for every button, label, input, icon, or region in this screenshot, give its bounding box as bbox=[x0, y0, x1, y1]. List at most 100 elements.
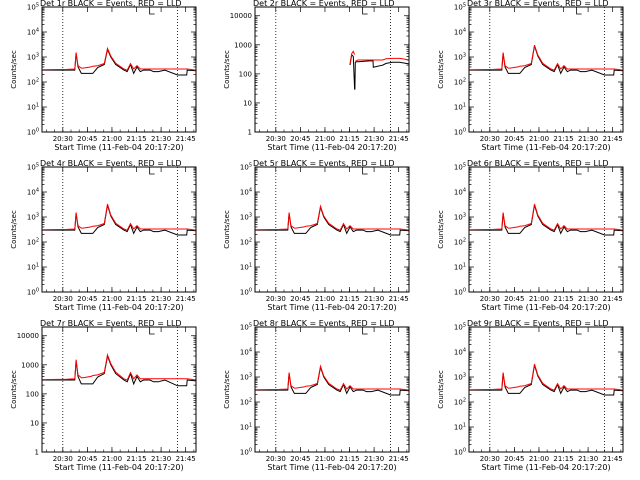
x-tick-label: 21:15 bbox=[339, 455, 359, 463]
y-tick-label: 1000 bbox=[21, 361, 39, 369]
x-tick-label: 21:45 bbox=[603, 455, 623, 463]
y-tick-label: 10 bbox=[243, 99, 252, 107]
y-tick-label: 103 bbox=[27, 213, 39, 222]
x-tick-label: 21:30 bbox=[578, 135, 598, 143]
events-series-line bbox=[42, 47, 197, 76]
x-tick-label: 20:30 bbox=[53, 455, 73, 463]
x-tick-label: 21:15 bbox=[126, 135, 146, 143]
y-tick-label: 105 bbox=[454, 3, 466, 12]
x-tick-label: 21:00 bbox=[315, 455, 335, 463]
x-tick-label: 21:00 bbox=[102, 455, 122, 463]
x-tick-label: 20:45 bbox=[77, 135, 97, 143]
interval-bracket-mark bbox=[576, 167, 582, 175]
y-tick-label: 100 bbox=[27, 128, 39, 137]
x-tick-label: 21:15 bbox=[339, 135, 359, 143]
y-axis-label: Counts/sec bbox=[437, 210, 445, 249]
y-tick-label: 1 bbox=[248, 129, 252, 137]
panel-title: Det 2r BLACK = Events, RED = LLD bbox=[253, 0, 395, 8]
x-tick-label: 21:15 bbox=[553, 455, 573, 463]
events-series-line bbox=[42, 354, 197, 387]
x-tick-label: 21:45 bbox=[389, 135, 409, 143]
x-tick-label: 21:30 bbox=[151, 135, 171, 143]
x-tick-label: 21:15 bbox=[126, 455, 146, 463]
y-axis-label: Counts/sec bbox=[223, 50, 231, 89]
plot-frame bbox=[254, 6, 410, 133]
y-axis-label: Counts/sec bbox=[223, 370, 231, 409]
y-tick-label: 102 bbox=[27, 238, 39, 247]
lld-series-line bbox=[41, 203, 197, 231]
x-axis-label: Start Time (11-Feb-04 20:17:20) bbox=[54, 463, 183, 472]
x-tick-label: 21:15 bbox=[126, 295, 146, 303]
y-tick-label: 105 bbox=[454, 163, 466, 172]
x-tick-label: 20:45 bbox=[290, 135, 310, 143]
y-tick-label: 100 bbox=[239, 70, 252, 78]
interval-bracket-mark bbox=[362, 327, 368, 335]
events-series-line bbox=[255, 206, 410, 236]
y-tick-label: 1 bbox=[35, 449, 39, 457]
y-axis-label: Counts/sec bbox=[437, 370, 445, 409]
x-tick-label: 21:15 bbox=[553, 295, 573, 303]
plot-frame bbox=[41, 326, 197, 453]
detector-panel-8: Det 8r BLACK = Events, RED = LLD 100 101 10… bbox=[223, 319, 410, 472]
panel-title: Det 5r BLACK = Events, RED = LLD bbox=[253, 159, 395, 168]
y-axis-label: Counts/sec bbox=[10, 210, 18, 249]
y-tick-label: 102 bbox=[454, 398, 466, 407]
x-tick-label: 20:45 bbox=[504, 295, 524, 303]
x-tick-label: 21:00 bbox=[529, 135, 549, 143]
plot-frame bbox=[254, 326, 410, 453]
x-tick-label: 20:45 bbox=[77, 295, 97, 303]
interval-bracket-mark bbox=[149, 7, 155, 15]
x-axis-label: Start Time (11-Feb-04 20:17:20) bbox=[267, 303, 396, 312]
x-tick-label: 21:00 bbox=[529, 295, 549, 303]
x-axis-label: Start Time (11-Feb-04 20:17:20) bbox=[54, 143, 183, 152]
lld-series-line bbox=[254, 204, 410, 231]
panel-title: Det 1r BLACK = Events, RED = LLD bbox=[40, 0, 182, 8]
y-tick-label: 102 bbox=[240, 238, 252, 247]
x-tick-label: 20:30 bbox=[480, 135, 500, 143]
detector-panel-7: Det 7r BLACK = Events, RED = LLD 1 10 100 10… bbox=[10, 319, 197, 472]
y-tick-label: 101 bbox=[240, 423, 252, 432]
x-tick-label: 20:45 bbox=[290, 455, 310, 463]
x-tick-label: 21:45 bbox=[603, 135, 623, 143]
y-tick-label: 105 bbox=[454, 323, 466, 332]
y-tick-label: 101 bbox=[27, 103, 39, 112]
events-series-line bbox=[42, 204, 197, 236]
x-tick-label: 21:45 bbox=[389, 295, 409, 303]
x-tick-label: 21:30 bbox=[364, 295, 384, 303]
y-tick-label: 1000 bbox=[234, 41, 252, 49]
y-tick-label: 101 bbox=[454, 263, 466, 272]
lld-series-line bbox=[349, 50, 410, 64]
x-tick-label: 21:30 bbox=[151, 295, 171, 303]
x-axis-label: Start Time (11-Feb-04 20:17:20) bbox=[481, 303, 610, 312]
y-tick-label: 101 bbox=[27, 263, 39, 272]
y-tick-label: 104 bbox=[240, 348, 252, 357]
interval-bracket-mark bbox=[362, 167, 368, 175]
events-series-line bbox=[349, 53, 410, 90]
y-tick-label: 100 bbox=[454, 288, 466, 297]
x-tick-label: 20:30 bbox=[480, 295, 500, 303]
y-tick-label: 100 bbox=[240, 288, 252, 297]
lld-series-line bbox=[41, 353, 197, 381]
detector-panel-2: Det 2r BLACK = Events, RED = LLD 1 10 100 10… bbox=[223, 0, 410, 152]
x-tick-label: 21:45 bbox=[176, 295, 196, 303]
lld-series-line bbox=[254, 364, 410, 391]
panel-title: Det 7r BLACK = Events, RED = LLD bbox=[40, 319, 182, 328]
plot-frame bbox=[254, 166, 410, 293]
detector-panel-1: Det 1r BLACK = Events, RED = LLD 100 101 10… bbox=[10, 0, 197, 152]
y-tick-label: 105 bbox=[27, 3, 39, 12]
panel-title: Det 8r BLACK = Events, RED = LLD bbox=[253, 319, 395, 328]
x-axis-label: Start Time (11-Feb-04 20:17:20) bbox=[267, 463, 396, 472]
y-axis-label: Counts/sec bbox=[10, 50, 18, 89]
x-tick-label: 21:00 bbox=[315, 295, 335, 303]
y-tick-label: 104 bbox=[454, 28, 466, 37]
events-series-line bbox=[255, 366, 410, 396]
events-series-line bbox=[469, 204, 624, 236]
detector-panel-3: Det 3r BLACK = Events, RED = LLD 100 101 10… bbox=[437, 0, 624, 152]
interval-bracket-mark bbox=[362, 7, 368, 15]
x-tick-label: 21:30 bbox=[364, 455, 384, 463]
x-tick-label: 20:45 bbox=[504, 135, 524, 143]
y-tick-label: 104 bbox=[27, 28, 39, 37]
x-axis-label: Start Time (11-Feb-04 20:17:20) bbox=[54, 303, 183, 312]
y-tick-label: 104 bbox=[240, 188, 252, 197]
x-tick-label: 20:45 bbox=[504, 455, 524, 463]
